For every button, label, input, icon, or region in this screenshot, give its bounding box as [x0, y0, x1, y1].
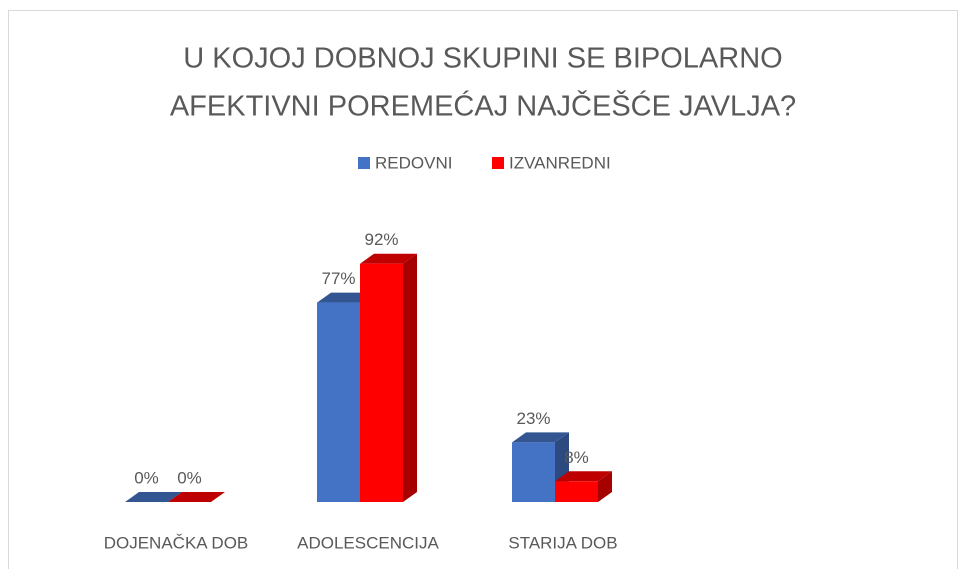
chart-title: U KOJOJ DOBNOJ SKUPINI SE BIPOLARNO: [183, 43, 782, 75]
value-label: 0%: [177, 468, 202, 487]
x-tick-label: STARIJA DOB: [508, 533, 617, 552]
bar-top: [168, 492, 225, 502]
bar: [317, 302, 360, 502]
bar-top: [360, 253, 417, 264]
legend-swatch: [358, 157, 370, 169]
bar-top: [512, 432, 569, 443]
x-tick-label: DOJENAČKA DOB: [104, 533, 249, 552]
bar: [555, 481, 598, 502]
value-label: 77%: [321, 269, 355, 288]
value-label: 8%: [564, 448, 589, 467]
legend-swatch: [492, 157, 504, 169]
bar-side: [403, 253, 417, 502]
bar-top: [125, 492, 182, 502]
bar-top: [555, 471, 612, 482]
legend-label: REDOVNI: [375, 153, 452, 172]
chart-title: AFEKTIVNI POREMEĆAJ NAJČEŠĆE JAVLJA?: [170, 89, 796, 123]
bar-top: [317, 292, 374, 303]
bar: [360, 263, 403, 502]
value-label: 23%: [516, 409, 550, 428]
bar: [512, 442, 555, 502]
value-label: 92%: [364, 230, 398, 249]
x-tick-label: ADOLESCENCIJA: [297, 533, 439, 552]
value-label: 0%: [134, 468, 159, 487]
legend-label: IZVANREDNI: [509, 153, 611, 172]
bar-side: [598, 471, 612, 502]
